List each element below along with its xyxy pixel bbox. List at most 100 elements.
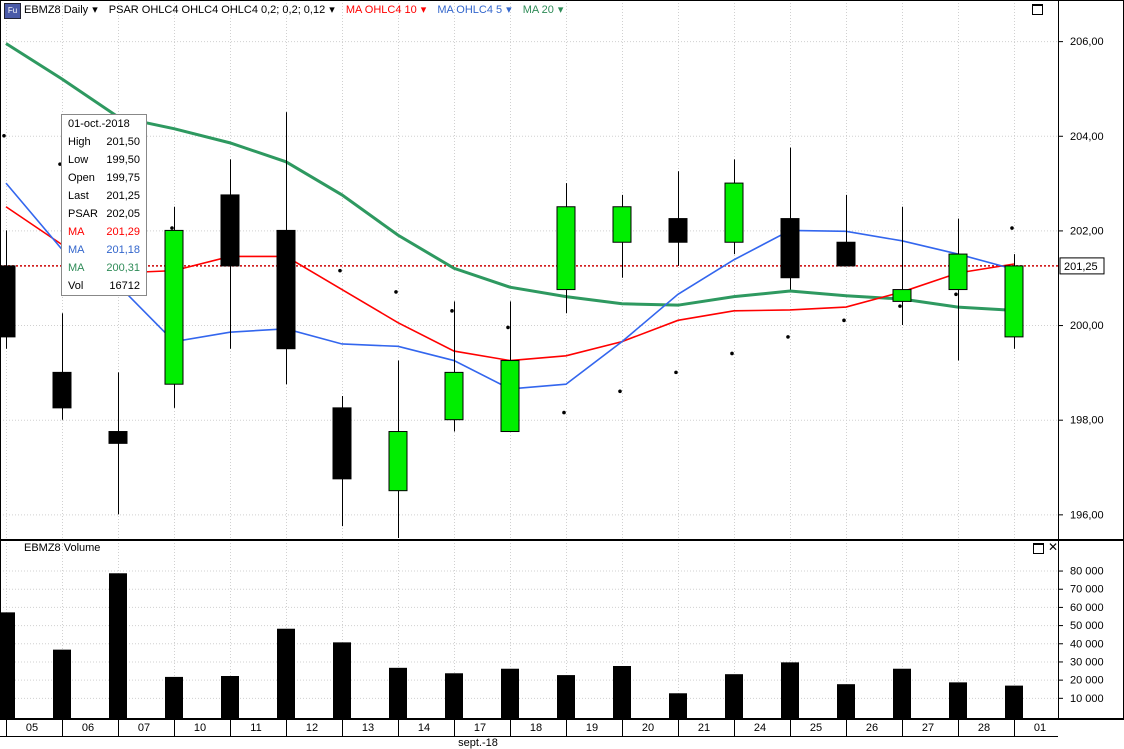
- tooltip-row: MA 201,29: [62, 223, 146, 241]
- y-tick-label: 80 000: [1070, 566, 1104, 578]
- ma20-line: [5, 42, 1015, 312]
- x-tick-label: 19: [586, 722, 598, 734]
- tooltip-row: Open 199,75: [62, 169, 146, 187]
- x-tick-label: 21: [698, 722, 710, 734]
- x-tick-label: 27: [922, 722, 934, 734]
- y-tick-label: 202,00: [1070, 225, 1104, 237]
- psar-dot: [1010, 226, 1014, 230]
- x-tick-label: 25: [810, 722, 822, 734]
- x-tick-label: 10: [194, 722, 206, 734]
- x-tick-label: 26: [866, 722, 878, 734]
- x-tick-label: 01: [1034, 722, 1046, 734]
- dropdown-arrow-icon[interactable]: ▾: [420, 4, 427, 16]
- tooltip-value: 199,50: [106, 154, 140, 166]
- volume-bar: [949, 682, 967, 719]
- candlesticks: [0, 112, 1024, 538]
- ma20-label[interactable]: MA 20 ▾: [522, 4, 564, 16]
- x-tick-label: 18: [530, 722, 542, 734]
- ma10-label[interactable]: MA OHLC4 10 ▾: [345, 4, 427, 16]
- psar-dot: [338, 268, 342, 273]
- volume-bar: [389, 667, 407, 719]
- volume-bar: [109, 573, 127, 719]
- y-tick-label: 70 000: [1070, 584, 1104, 596]
- y-tick-label: 198,00: [1070, 415, 1104, 427]
- candle-body: [108, 431, 128, 444]
- y-tick-label: 20 000: [1070, 675, 1104, 687]
- psar-dot: [618, 389, 622, 394]
- y-tick-label: 50 000: [1070, 620, 1104, 632]
- tooltip-row: PSAR 202,05: [62, 205, 146, 223]
- ma5-label[interactable]: MA OHLC4 5 ▾: [437, 4, 512, 16]
- psar-dot: [506, 325, 510, 330]
- volume-bar: [0, 612, 15, 719]
- x-tick-label: 13: [362, 722, 374, 734]
- psar-label[interactable]: PSAR OHLC4 OHLC4 OHLC4 0,2; 0,2; 0,12 ▾: [108, 4, 335, 16]
- psar-dot: [562, 410, 566, 415]
- psar-dot: [898, 304, 902, 308]
- tooltip-value: 200,31: [106, 262, 140, 274]
- tooltip-row: MA 200,31: [62, 259, 146, 277]
- x-tick-label: 17: [474, 722, 486, 734]
- volume-bar: [557, 675, 575, 719]
- y-tick-label: 200,00: [1070, 320, 1104, 332]
- maximize-icon[interactable]: [1032, 4, 1043, 15]
- volume-bar: [781, 662, 799, 719]
- volume-bar: [613, 666, 631, 719]
- candle-body: [52, 371, 72, 409]
- volume-bar: [277, 628, 295, 719]
- tooltip-key: Low: [68, 154, 89, 166]
- candle-body: [780, 218, 800, 279]
- dropdown-arrow-icon[interactable]: ▾: [506, 4, 512, 16]
- psar-dot: [786, 335, 790, 339]
- y-tick-label: 40 000: [1070, 638, 1104, 650]
- indicator-legend: EBMZ8 Daily ▾ PSAR OHLC4 OHLC4 OHLC4 0,2;…: [24, 3, 571, 19]
- tooltip-row: Vol 16712: [62, 277, 146, 295]
- y-tick-label: 30 000: [1070, 656, 1104, 668]
- candle-body: [668, 218, 688, 243]
- tooltip-value: 16712: [109, 280, 140, 292]
- tooltip-key: PSAR: [68, 208, 98, 220]
- candle-body: [836, 241, 856, 267]
- close-icon[interactable]: ✕: [1048, 540, 1059, 554]
- tooltip-row: Last 201,25: [62, 187, 146, 205]
- volume-bar: [725, 674, 743, 719]
- symbol-label[interactable]: EBMZ8 Daily ▾: [24, 4, 98, 16]
- x-axis-label: sept.-18: [458, 737, 498, 749]
- candle-body: [0, 265, 16, 338]
- grid: [0, 0, 1058, 719]
- x-tick-label: 12: [306, 722, 318, 734]
- last-price-label: 201,25: [1064, 261, 1098, 273]
- maximize-icon[interactable]: [1033, 543, 1044, 554]
- psar-dot: [674, 370, 678, 375]
- dropdown-arrow-icon[interactable]: ▾: [92, 4, 98, 16]
- tooltip-key: MA: [68, 244, 85, 256]
- x-tick-label: 05: [26, 722, 38, 734]
- x-tick-label: 07: [138, 722, 150, 734]
- tooltip-key: Vol: [68, 280, 84, 292]
- psar-dot: [842, 318, 846, 323]
- tooltip-row: Low 199,50: [62, 151, 146, 169]
- psar-dot: [2, 133, 6, 138]
- volume-bar: [333, 642, 351, 719]
- dropdown-arrow-icon[interactable]: ▾: [329, 4, 335, 16]
- volume-bar: [669, 693, 687, 719]
- candle-body: [388, 431, 408, 492]
- dropdown-arrow-icon[interactable]: ▾: [557, 4, 564, 16]
- y-tick-label: 204,00: [1070, 131, 1104, 143]
- candle-body: [1004, 265, 1024, 338]
- candle-body: [948, 253, 968, 291]
- psar-dots: [2, 133, 1014, 415]
- candle-body: [892, 289, 912, 302]
- psar-dot: [450, 309, 454, 313]
- volume-bar: [837, 684, 855, 719]
- candle-body: [556, 206, 576, 291]
- tooltip-key: Last: [68, 190, 89, 202]
- tooltip-value: 201,29: [106, 226, 140, 238]
- candle-body: [332, 407, 352, 480]
- x-tick-label: 14: [418, 722, 430, 734]
- y-tick-label: 10 000: [1070, 693, 1104, 705]
- symbol-icon[interactable]: Fu: [4, 3, 21, 19]
- tooltip-value: 202,05: [106, 208, 140, 220]
